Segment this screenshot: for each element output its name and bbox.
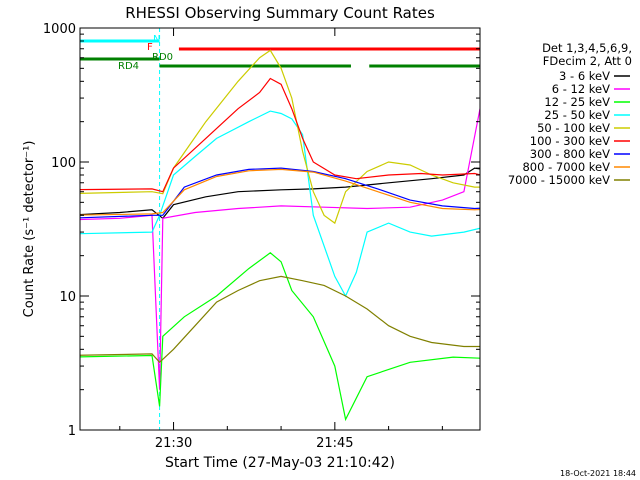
- x-tick-label-1: 21:30: [155, 436, 192, 451]
- legend-header-0: Det 1,3,4,5,6,9,: [542, 41, 632, 55]
- series-line-4: [80, 49, 480, 225]
- legend: Det 1,3,4,5,6,9,FDecim 2, Att 03 - 6 keV…: [508, 41, 632, 187]
- series-line-1: [80, 108, 480, 390]
- y-tick-label-0: 1: [68, 424, 76, 439]
- y-tick-label-2: 100: [51, 156, 76, 171]
- series-line-3: [80, 110, 480, 298]
- series-line-7: [80, 168, 480, 216]
- series-line-6: [80, 167, 480, 219]
- legend-label-5: 100 - 300 keV: [530, 134, 610, 148]
- series-line-0: [80, 167, 480, 220]
- series-line-2: [80, 252, 480, 422]
- axes: 21:30 21:45 1 10 100 1000: [43, 22, 480, 451]
- legend-label-2: 12 - 25 keV: [544, 95, 610, 109]
- flag-rd4-label: RD4: [118, 61, 139, 72]
- x-tick-label-2: 21:45: [316, 436, 353, 451]
- flag-f-label: F: [147, 42, 153, 53]
- legend-label-1: 6 - 12 keV: [552, 82, 610, 96]
- flag-n-label: N: [153, 34, 160, 45]
- legend-label-4: 50 - 100 keV: [537, 121, 610, 135]
- x-axis-label: Start Time (27-May-03 21:10:42): [165, 455, 395, 471]
- legend-label-7: 800 - 7000 keV: [522, 160, 610, 174]
- series-line-5: [80, 77, 480, 193]
- y-tick-label-1: 10: [59, 290, 76, 305]
- legend-label-3: 25 - 50 keV: [544, 108, 610, 122]
- legend-header-1: FDecim 2, Att 0: [543, 54, 632, 68]
- chart-title: RHESSI Observing Summary Count Rates: [125, 4, 435, 22]
- interval-markers: [159, 28, 161, 430]
- y-axis-label: Count Rate (s⁻¹ detector⁻¹): [22, 141, 37, 318]
- footer-timestamp: 18-Oct-2021 18:44: [560, 469, 636, 478]
- legend-label-6: 300 - 800 keV: [530, 147, 610, 161]
- flag-rd0-label: RD0: [152, 52, 173, 63]
- series-group: [80, 49, 480, 422]
- y-tick-label-3: 1000: [43, 22, 76, 37]
- legend-label-0: 3 - 6 keV: [559, 69, 610, 83]
- legend-label-8: 7000 - 15000 keV: [508, 173, 610, 187]
- series-line-8: [80, 275, 480, 364]
- plot-frame: [79, 27, 481, 431]
